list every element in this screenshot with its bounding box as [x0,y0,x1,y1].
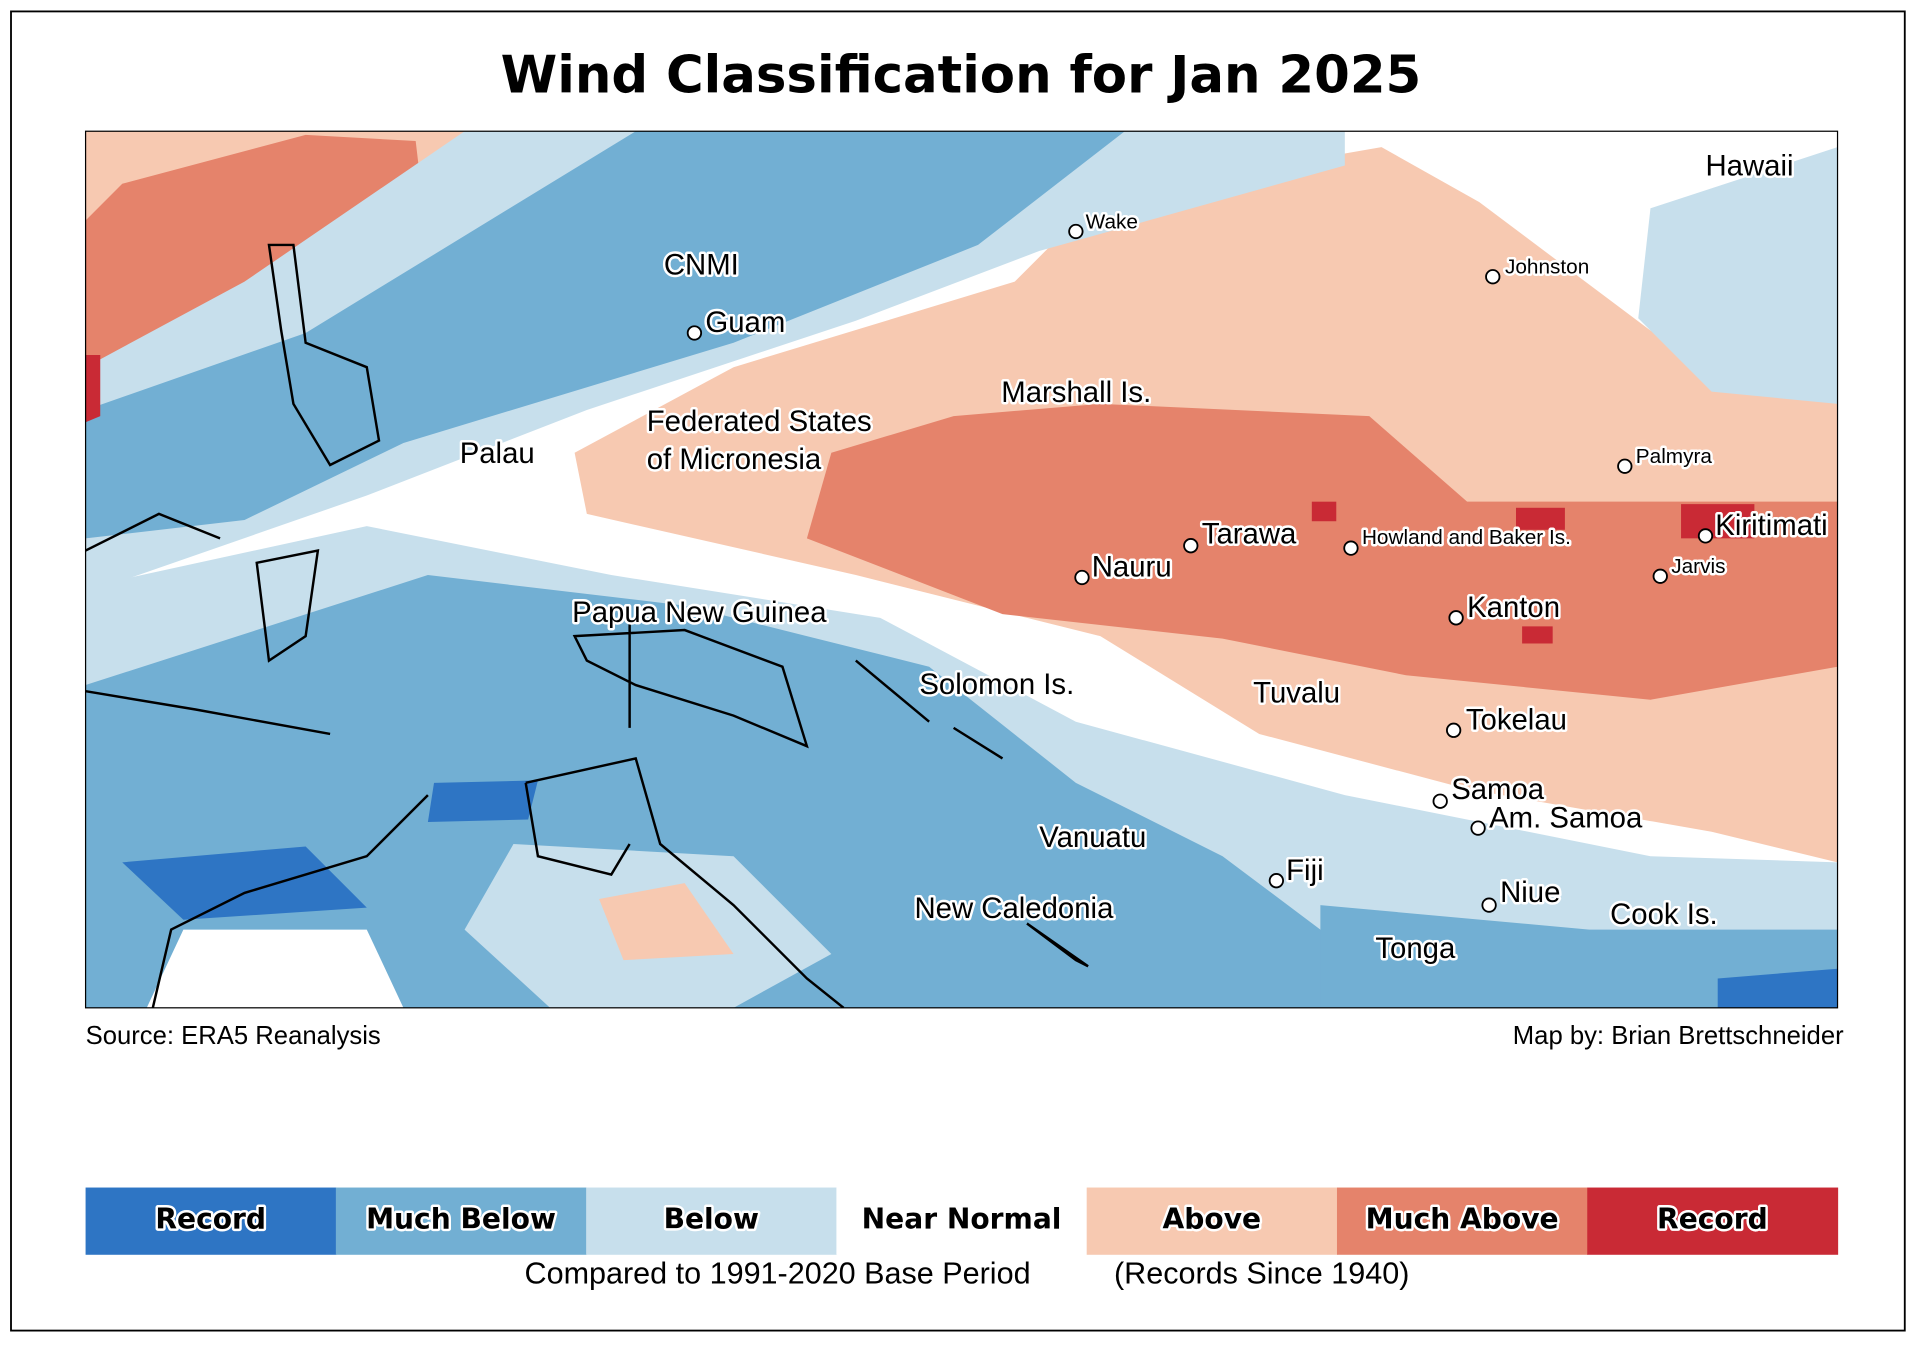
place-marker [1268,873,1285,889]
place-label: New Caledonia [914,892,1114,925]
place-label: Samoa [1451,773,1545,806]
place-marker [1481,897,1497,913]
legend-label: Record [1657,1203,1768,1236]
place-marker [1068,223,1084,240]
place-marker [1183,538,1199,554]
legend-note: (Records Since 1940) [1114,1257,1409,1291]
place-label: Kiritimati [1715,509,1827,542]
place-marker [1470,820,1486,836]
legend-swatch [1587,1187,1839,1255]
place-marker [1697,528,1714,544]
place-label: Solomon Is. [919,668,1074,701]
place-label: Am. Samoa [1489,801,1643,834]
legend-swatch [1336,1187,1588,1255]
legend-label: Below [664,1203,759,1236]
place-marker [1074,569,1090,586]
place-marker [1617,458,1633,474]
place-label: Wake [1086,210,1138,233]
place-marker [1432,793,1448,809]
place-label: Howland and Baker Is. [1362,526,1571,549]
credit: Map by: Brian Brettschneider [1513,1022,1844,1050]
place-marker [1448,610,1464,626]
legend-label: Much Above [1366,1203,1559,1236]
place-label: Federated States [647,405,872,438]
place-label: Tonga [1375,932,1456,965]
legend-swatch [586,1187,838,1255]
place-label: Tuvalu [1253,677,1340,710]
place-label: Vanuatu [1039,821,1146,854]
place-label: Cook Is. [1610,898,1718,931]
place-label: Palmyra [1636,445,1713,468]
legend-note: Compared to 1991-2020 Base Period [525,1257,1031,1291]
place-label: of Micronesia [647,443,822,476]
place-label: Niue [1500,876,1560,909]
place-label: Johnston [1505,256,1589,279]
map-frame [84,130,1839,1009]
place-label: Tarawa [1202,518,1297,551]
place-label: Kanton [1467,591,1560,624]
place-label: Marshall Is. [1001,376,1151,409]
place-marker [686,325,703,341]
place-label: CNMI [664,249,739,282]
legend-swatch [335,1187,587,1255]
legend-swatch [85,1187,337,1255]
place-label: Palau [460,437,535,470]
place-marker [1485,269,1501,285]
legend: Record Much Below Below Near Normal Above Muc… [85,1187,1839,1255]
place-label: Fiji [1286,854,1323,887]
place-marker [1652,568,1668,584]
legend-label: Record [155,1203,266,1236]
legend-label: Much Below [366,1203,556,1236]
source: Source: ERA5 Reanalysis [86,1022,381,1050]
place-labels: Hawaii Wake Johnston CNMI Guam Marshall Is. Pa… [457,147,1830,967]
map-fill [85,131,1838,1008]
place-label: Nauru [1092,551,1172,584]
place-marker [1446,722,1462,738]
place-marker [1343,540,1359,556]
place-label: Papua New Guinea [572,596,827,629]
place-label: Guam [705,306,785,339]
place-label: Hawaii [1705,150,1793,183]
legend-label: Above [1163,1203,1262,1236]
place-label: Tokelau [1466,703,1567,736]
legend-label: Near Normal [862,1203,1062,1236]
place-label: Jarvis [1671,555,1725,578]
legend-swatch [836,1187,1088,1255]
map-title: Wind Classification for Jan 2025 [501,46,1422,106]
legend-swatch [1086,1187,1338,1255]
